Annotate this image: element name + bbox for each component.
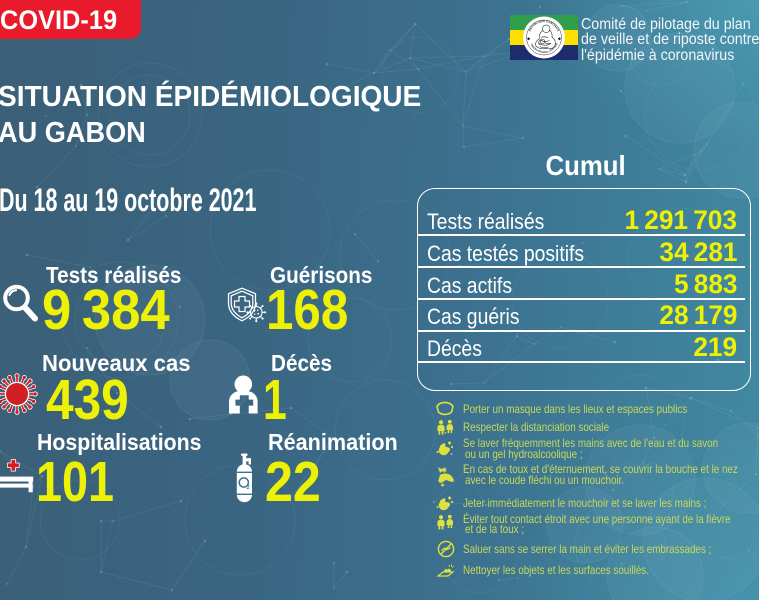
svg-text:2: 2 <box>247 485 250 491</box>
